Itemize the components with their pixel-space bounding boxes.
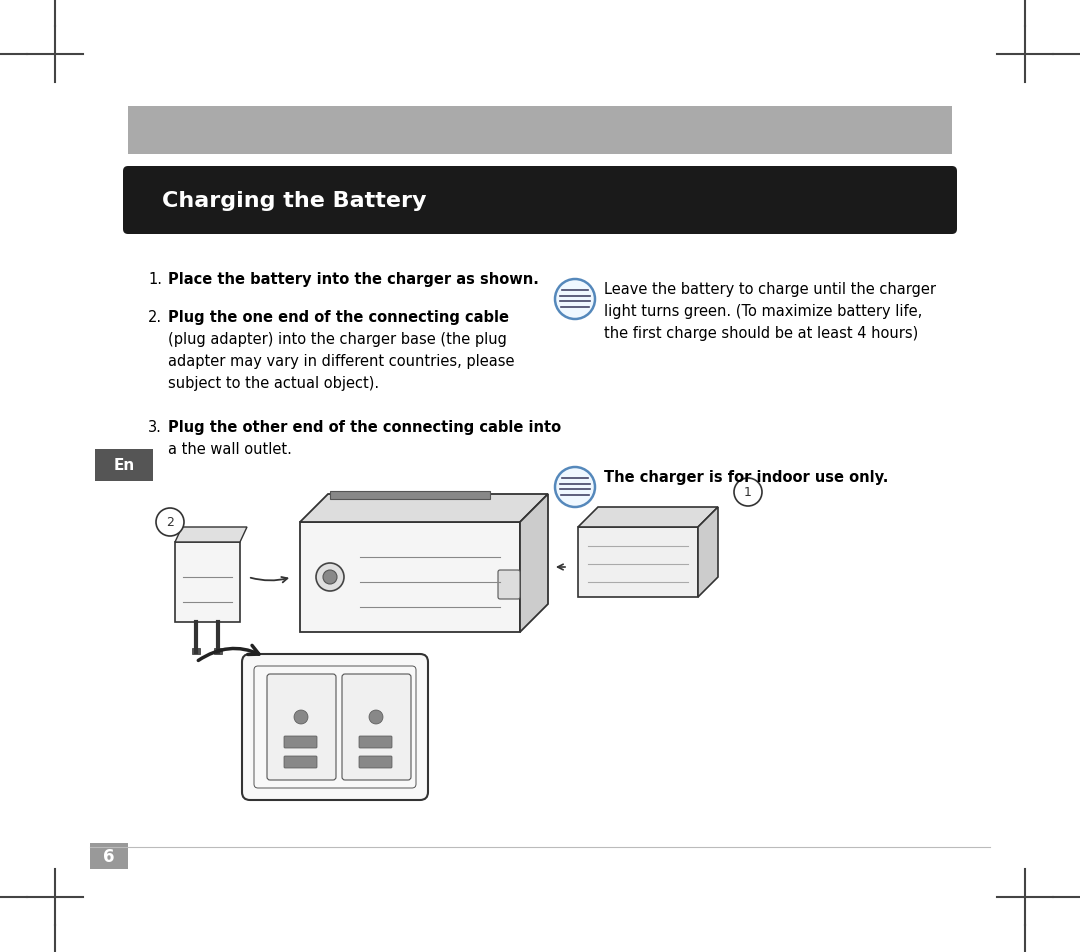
FancyBboxPatch shape	[284, 736, 318, 748]
FancyBboxPatch shape	[342, 674, 411, 781]
Text: En: En	[113, 458, 135, 473]
Text: Plug the other end of the connecting cable into: Plug the other end of the connecting cab…	[168, 420, 562, 434]
Bar	[214, 648, 222, 654]
Circle shape	[555, 467, 595, 507]
Circle shape	[316, 564, 345, 591]
Polygon shape	[300, 523, 519, 632]
Text: 6: 6	[104, 847, 114, 865]
Polygon shape	[698, 507, 718, 597]
Polygon shape	[175, 543, 240, 623]
Circle shape	[323, 570, 337, 585]
Circle shape	[369, 710, 383, 724]
Text: The charger is for indoor use only.: The charger is for indoor use only.	[604, 469, 889, 485]
FancyBboxPatch shape	[242, 654, 428, 801]
Polygon shape	[300, 494, 548, 523]
FancyBboxPatch shape	[359, 756, 392, 768]
Text: Place the battery into the charger as shown.: Place the battery into the charger as sh…	[168, 271, 539, 287]
FancyBboxPatch shape	[284, 756, 318, 768]
Text: (plug adapter) into the charger base (the plug: (plug adapter) into the charger base (th…	[168, 331, 507, 347]
Text: a the wall outlet.: a the wall outlet.	[168, 442, 292, 457]
Polygon shape	[578, 527, 698, 597]
FancyBboxPatch shape	[359, 736, 392, 748]
Circle shape	[294, 710, 308, 724]
Bar	[90, 843, 129, 869]
Text: 2.: 2.	[148, 309, 162, 325]
Text: light turns green. (To maximize battery life,: light turns green. (To maximize battery …	[604, 304, 922, 319]
Text: Charging the Battery: Charging the Battery	[162, 190, 427, 210]
FancyBboxPatch shape	[498, 570, 519, 600]
Text: the first charge should be at least 4 hours): the first charge should be at least 4 ho…	[604, 326, 918, 341]
Text: 1: 1	[744, 486, 752, 499]
Text: Plug the one end of the connecting cable: Plug the one end of the connecting cable	[168, 309, 509, 325]
Text: Leave the battery to charge until the charger: Leave the battery to charge until the ch…	[604, 282, 936, 297]
Circle shape	[555, 280, 595, 320]
Circle shape	[156, 508, 184, 536]
FancyBboxPatch shape	[123, 167, 957, 235]
Bar	[95, 449, 153, 482]
Text: adapter may vary in different countries, please: adapter may vary in different countries,…	[168, 353, 514, 368]
Polygon shape	[519, 494, 548, 632]
Circle shape	[734, 479, 762, 506]
Text: 3.: 3.	[148, 420, 162, 434]
Text: subject to the actual object).: subject to the actual object).	[168, 376, 379, 390]
FancyBboxPatch shape	[267, 674, 336, 781]
Bar	[192, 648, 200, 654]
Bar	[330, 491, 490, 500]
Bar	[129, 107, 951, 155]
Text: 2: 2	[166, 516, 174, 529]
Polygon shape	[175, 527, 247, 543]
Polygon shape	[578, 507, 718, 527]
Text: 1.: 1.	[148, 271, 162, 287]
